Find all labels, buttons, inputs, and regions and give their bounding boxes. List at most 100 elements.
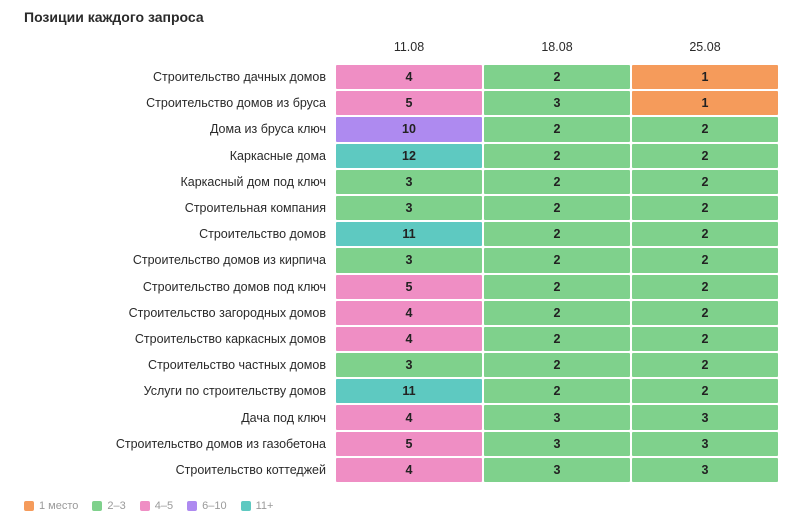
legend-item: 2–3 [92,500,126,512]
row-label: Строительство домов из газобетона [115,436,326,451]
table-row: Строительство частных домов 3 2 2 [0,353,778,378]
legend-swatch [24,501,34,511]
table-row: Услуги по строительству домов 11 2 2 [0,379,778,404]
table-row: Строительство домов под ключ 5 2 2 [0,274,778,299]
heatmap-grid: Строительство дачных домов 4 2 1 Строительст… [0,65,778,484]
table-row: Строительство домов 11 2 2 [0,222,778,247]
heatmap-cell: 3 [632,457,778,482]
row-label: Строительство домов из бруса [146,96,326,111]
heatmap-cell: 1 [632,65,778,90]
heatmap-cell: 3 [632,405,778,430]
heatmap-cell: 3 [336,248,482,273]
heatmap-cell: 11 [336,379,482,404]
legend-swatch [187,501,198,511]
heatmap-cell: 2 [484,169,630,194]
heatmap-cell: 2 [632,353,778,378]
heatmap-cell: 2 [484,248,630,273]
legend-item: 1 место [24,500,78,512]
column-header: 11.08 [393,40,425,54]
heatmap-cell: 2 [632,195,778,221]
heatmap-cell: 2 [632,222,778,247]
table-row: Строительство домов из бруса 5 3 1 [0,91,778,116]
heatmap-cell: 4 [336,65,482,90]
heatmap-cell: 4 [336,457,482,482]
legend-swatch [139,501,150,511]
heatmap-cell: 2 [632,169,778,194]
column-headers: 11.08 18.08 25.08 [336,40,778,56]
heatmap-cell: 2 [484,326,630,352]
legend-label: 1 место [39,500,79,512]
legend-label: 2–3 [107,500,126,512]
row-label: Строительная компания [184,201,326,216]
legend-item: 4–5 [139,500,174,512]
heatmap-cell: 3 [336,353,482,378]
heatmap-cell: 3 [484,457,630,482]
row-label: Каркасный дом под ключ [180,174,326,189]
row-label: Строительство дачных домов [153,70,326,85]
heatmap-cell: 5 [336,274,482,299]
heatmap-cell: 10 [336,117,482,142]
heatmap-cell: 4 [336,405,482,430]
legend-item: 6–10 [187,500,227,512]
heatmap-cell: 2 [632,117,778,142]
legend-swatch [240,501,251,511]
row-label: Каркасные дома [229,148,326,163]
heatmap-cell: 2 [484,195,630,221]
row-label: Строительство частных домов [148,358,326,373]
row-label: Строительство загородных домов [128,305,326,320]
heatmap-cell: 3 [336,195,482,221]
row-label: Услуги по строительству домов [143,384,326,399]
heatmap-cell: 2 [484,353,630,378]
table-row: Строительная компания 3 2 2 [0,195,778,221]
row-label: Дача под ключ [241,410,326,425]
row-label: Строительство домов под ключ [142,279,326,294]
heatmap-cell: 5 [336,91,482,116]
heatmap-cell: 1 [632,91,778,116]
heatmap-cell: 2 [632,379,778,404]
heatmap-cell: 2 [632,300,778,325]
heatmap-cell: 2 [632,143,778,168]
legend-label: 11+ [255,500,274,512]
row-label: Строительство домов из кирпича [132,253,326,268]
heatmap-cell: 2 [484,65,630,90]
heatmap-cell: 4 [336,300,482,325]
table-row: Строительство домов из газобетона 5 3 3 [0,431,778,456]
heatmap-cell: 2 [632,248,778,273]
heatmap-cell: 2 [632,326,778,352]
table-row: Строительство дачных домов 4 2 1 [0,65,778,90]
row-label: Строительство каркасных домов [134,331,326,346]
heatmap-cell: 3 [484,431,630,456]
heatmap-cell: 5 [336,431,482,456]
heatmap-cell: 3 [632,431,778,456]
table-row: Каркасные дома 12 2 2 [0,143,778,168]
table-row: Дома из бруса ключ 10 2 2 [0,117,778,142]
table-row: Дача под ключ 4 3 3 [0,405,778,430]
legend-item: 11+ [240,500,274,512]
heatmap-cell: 2 [484,143,630,168]
heatmap-cell: 2 [632,274,778,299]
legend-label: 4–5 [154,500,174,512]
column-header: 18.08 [541,40,573,54]
heatmap-cell: 12 [336,143,482,168]
row-label: Строительство коттеджей [175,462,326,477]
table-row: Строительство домов из кирпича 3 2 2 [0,248,778,273]
heatmap-cell: 2 [484,300,630,325]
heatmap-cell: 2 [484,222,630,247]
table-row: Каркасный дом под ключ 3 2 2 [0,169,778,194]
table-row: Строительство коттеджей 4 3 3 [0,457,778,482]
heatmap-cell: 4 [336,326,482,352]
chart-title: Позиции каждого запроса [24,9,204,25]
heatmap-cell: 11 [336,222,482,247]
table-row: Строительство каркасных домов 4 2 2 [0,326,778,352]
column-header: 25.08 [689,40,721,54]
row-label: Дома из бруса ключ [209,122,326,137]
table-row: Строительство загородных домов 4 2 2 [0,300,778,325]
legend: 1 место 2–3 4–5 6–10 11+ [24,500,287,512]
legend-label: 6–10 [202,500,227,512]
heatmap-cell: 3 [484,405,630,430]
heatmap-cell: 3 [484,91,630,116]
heatmap-cell: 2 [484,117,630,142]
heatmap-cell: 3 [336,169,482,194]
legend-swatch [92,501,103,511]
row-label: Строительство домов [199,227,326,242]
